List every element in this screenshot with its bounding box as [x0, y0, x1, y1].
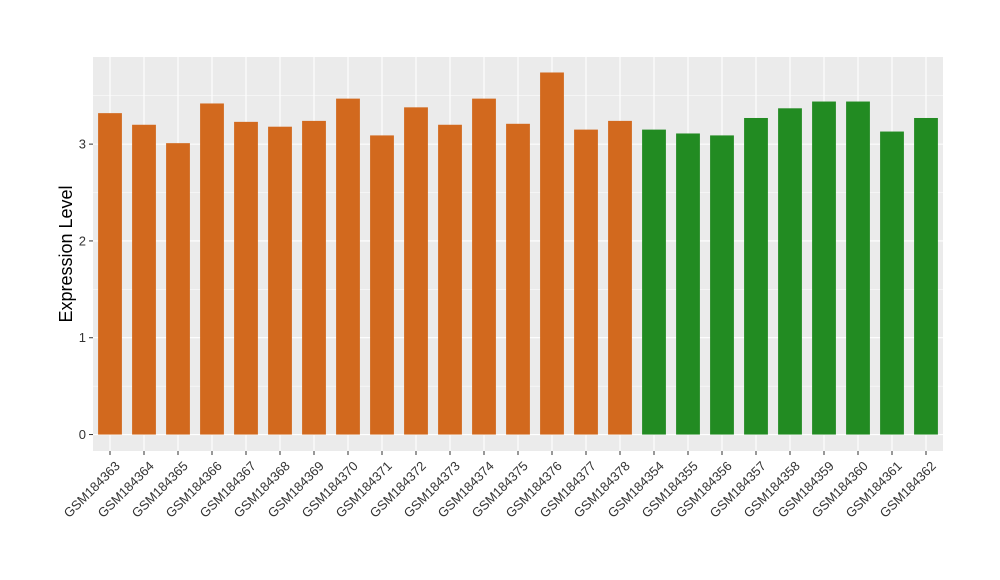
bar	[132, 124, 156, 435]
bar	[880, 131, 904, 435]
y-tick-label: 1	[79, 330, 86, 345]
bar	[336, 98, 360, 435]
bars	[98, 72, 938, 435]
bar	[302, 120, 326, 435]
y-tick-label: 3	[79, 137, 86, 152]
y-axis-title: Expression Level	[56, 185, 76, 322]
bar	[676, 133, 700, 435]
bar	[404, 107, 428, 435]
y-tick-label: 2	[79, 233, 86, 248]
bar	[472, 98, 496, 435]
x-axis: GSM184363GSM184364GSM184365GSM184366GSM1…	[61, 451, 939, 521]
bar	[370, 135, 394, 435]
bar	[200, 103, 224, 435]
bar	[744, 117, 768, 435]
bar	[914, 117, 938, 435]
y-tick-label: 0	[79, 427, 86, 442]
bar	[812, 101, 836, 435]
bar	[608, 120, 632, 435]
bar	[166, 143, 190, 435]
bar	[642, 129, 666, 435]
bar	[98, 113, 122, 435]
bar	[710, 135, 734, 435]
bar	[438, 124, 462, 435]
bar	[506, 123, 530, 435]
bar	[846, 101, 870, 435]
bar	[540, 72, 564, 435]
bar	[778, 108, 802, 435]
bar	[574, 129, 598, 435]
bar	[234, 121, 258, 435]
bar	[268, 126, 292, 435]
y-axis: 0 1 2 3	[79, 137, 93, 442]
